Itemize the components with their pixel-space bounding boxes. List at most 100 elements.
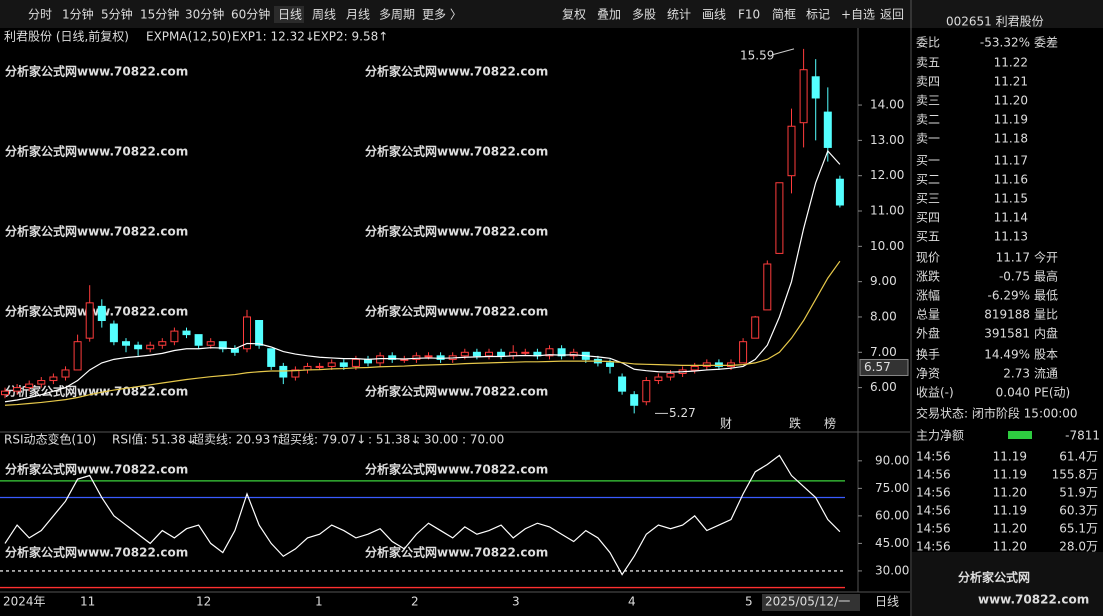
date-label: 3: [512, 595, 520, 609]
toolbar-button[interactable]: 简框: [772, 8, 796, 22]
candle-body: [545, 348, 554, 357]
candle-body: [485, 351, 493, 357]
stat-label: 收益(-): [916, 386, 954, 400]
cursor-price-box: [859, 358, 909, 376]
book-label: 买三: [916, 192, 940, 206]
candle-body: [218, 341, 227, 350]
stat-label: 今开: [1034, 250, 1058, 265]
period-tab[interactable]: 1分钟: [62, 7, 94, 22]
tick-volume: 28.0万: [1059, 540, 1098, 554]
tick-time: 14:56: [916, 522, 951, 536]
tick-time: 14:56: [916, 540, 951, 554]
net-label: 主力净额: [916, 429, 964, 443]
toolbar-button[interactable]: 返回: [880, 8, 904, 22]
period-tab[interactable]: 日线: [278, 8, 302, 22]
toolbar-button[interactable]: 多股: [632, 8, 656, 22]
date-label: 1: [315, 595, 323, 609]
candle-body: [243, 316, 251, 350]
stat-label: 流通: [1034, 367, 1058, 381]
period-tab[interactable]: 分时: [28, 8, 52, 22]
y-tick-label: 30.00: [875, 563, 909, 577]
period-tab[interactable]: 60分钟: [231, 7, 270, 22]
tick-time: 14:56: [916, 504, 951, 518]
toolbar-button[interactable]: +自选: [841, 8, 875, 22]
stat-label: 换手: [916, 348, 940, 362]
candle-body: [388, 355, 397, 360]
toolbar-button[interactable]: 画线: [702, 8, 726, 22]
date-label: 4: [628, 595, 636, 609]
candle-body: [97, 305, 106, 322]
candle-body: [146, 344, 155, 350]
book-price: 11.15: [994, 192, 1028, 206]
cursor-price: 6.57: [864, 360, 891, 374]
toolbar-button[interactable]: 复权: [562, 8, 586, 22]
y-tick-label: 8.00: [870, 309, 897, 323]
indicator-name: EXPMA(12,50): [146, 30, 231, 44]
exp1-label: EXP1: 12.32↓: [232, 30, 315, 44]
book-price: 11.21: [994, 75, 1028, 89]
book-price: 11.20: [994, 94, 1028, 108]
y-tick-label: 45.00: [875, 536, 909, 550]
period-tab[interactable]: 多周期: [379, 8, 415, 22]
toolbar-button[interactable]: F10: [738, 8, 760, 22]
date-cursor-bg: [762, 594, 860, 611]
watermark: 分析家公式网www.70822.com: [5, 64, 188, 79]
watermarks: 分析家公式网www.70822.com 分析家公式网www.70822.com 分析…: [5, 64, 548, 560]
net-bar: [1008, 431, 1032, 439]
tick-time: 14:56: [916, 450, 951, 464]
tick-time: 14:56: [916, 486, 951, 500]
event-badge[interactable]: 财: [720, 417, 732, 431]
quote-value: -53.32%: [980, 36, 1030, 50]
stat-label: 外盘: [916, 326, 940, 341]
period-tab[interactable]: 30分钟: [185, 7, 224, 22]
y-tick-label: 11.00: [870, 204, 904, 218]
toolbar-button[interactable]: 统计: [667, 8, 691, 22]
period-tab[interactable]: 15分钟: [140, 7, 179, 22]
toolbar-button[interactable]: 叠加: [597, 8, 621, 22]
tick-price: 11.20: [993, 486, 1027, 500]
stat-label: 涨跌: [916, 269, 940, 284]
period-tab[interactable]: 周线: [312, 8, 336, 22]
candle-body: [412, 355, 421, 360]
stat-label: 量比: [1034, 308, 1058, 322]
rsi-legend: : 70.00: [462, 433, 504, 447]
stat-label: 总量: [916, 308, 940, 322]
book-label: 卖一: [916, 132, 940, 146]
book-price: 11.14: [994, 211, 1028, 225]
book-price: 11.16: [994, 173, 1028, 187]
book-label: 买四: [916, 211, 940, 225]
stat-value: 0.040: [996, 386, 1030, 400]
y-tick-label: 10.00: [870, 239, 904, 253]
logo-url: www.70822.com: [978, 593, 1089, 607]
y-tick-label: 13.00: [870, 133, 904, 147]
event-badge[interactable]: 跌: [789, 416, 801, 431]
y-tick-label: 75.00: [875, 481, 909, 495]
quote-label: 委比: [916, 36, 940, 50]
candle-body: [1, 390, 9, 396]
stat-label: 最高: [1034, 269, 1058, 284]
tick-price: 11.20: [993, 522, 1027, 536]
y-tick-label: 7.00: [870, 345, 897, 359]
candle-body: [835, 178, 844, 206]
candle-body: [37, 380, 46, 385]
stat-label: 净资: [916, 367, 940, 381]
toolbar-button[interactable]: 标记: [806, 8, 830, 22]
period-tab[interactable]: 5分钟: [101, 7, 133, 22]
candle-body: [25, 383, 34, 389]
event-badge[interactable]: 榜: [824, 416, 836, 431]
book-label: 卖四: [916, 75, 940, 89]
period-tab[interactable]: 月线: [346, 8, 370, 22]
candle-body: [182, 330, 191, 336]
rsi-line: [4, 454, 841, 576]
candle-body: [823, 111, 832, 148]
period-tab[interactable]: 更多 〉: [422, 8, 462, 22]
stat-label: 最低: [1034, 289, 1058, 303]
tick-price: 11.19: [993, 468, 1027, 482]
stock-code: 002651 利君股份: [946, 15, 1044, 29]
y-tick-label: 12.00: [870, 168, 904, 182]
stat-value: 2.73: [1003, 367, 1030, 381]
tick-price: 11.19: [993, 450, 1027, 464]
book-label: 卖三: [916, 94, 940, 108]
rsi-legend: RSI值: 51.38↓: [112, 432, 196, 447]
book-price: 11.17: [994, 154, 1028, 168]
